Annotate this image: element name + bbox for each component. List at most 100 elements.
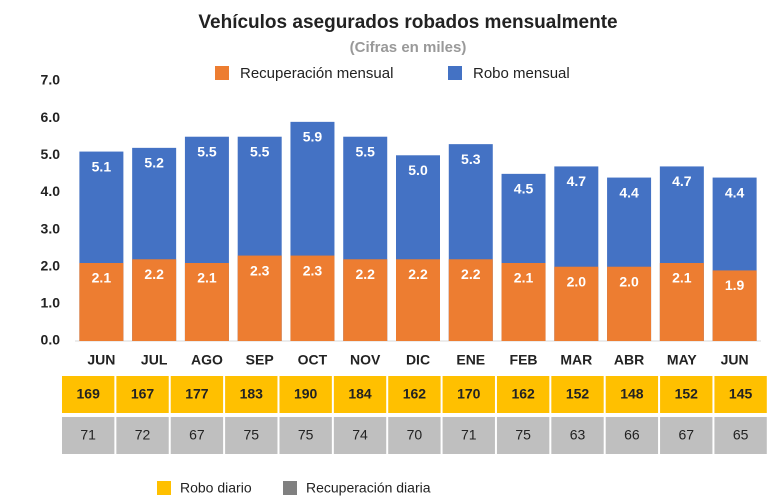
legend-swatch <box>283 481 297 495</box>
bar <box>237 255 282 341</box>
value-label: 4.7 <box>672 173 692 189</box>
table-cell <box>62 417 115 454</box>
table-cell <box>660 417 713 454</box>
table-cell <box>333 417 387 454</box>
value-label: 2.1 <box>197 270 217 286</box>
table-cell <box>279 376 332 413</box>
table-cell <box>605 417 659 454</box>
bar <box>132 259 177 341</box>
value-label: 5.5 <box>197 143 217 159</box>
x-tick-label: FEB <box>510 352 538 368</box>
y-tick-label: 5.0 <box>41 146 61 162</box>
x-tick-label: OCT <box>298 352 328 368</box>
x-tick-label: AGO <box>191 352 223 368</box>
value-label: 2.1 <box>514 270 534 286</box>
value-label: 2.0 <box>619 273 639 289</box>
table-value: 190 <box>294 386 318 402</box>
table-cell <box>660 376 713 413</box>
y-tick-label: 0.0 <box>41 332 61 348</box>
table-cell <box>388 417 441 454</box>
value-label: 4.5 <box>514 181 534 197</box>
table-value: 67 <box>678 427 694 443</box>
y-tick-label: 7.0 <box>41 72 61 88</box>
y-tick-label: 4.0 <box>41 183 61 199</box>
table-value: 63 <box>570 427 586 443</box>
legend-label: Robo diario <box>180 480 252 496</box>
table-value: 70 <box>407 427 423 443</box>
y-tick-label: 3.0 <box>41 220 61 236</box>
table-cell <box>333 376 387 413</box>
legend-swatch <box>448 66 462 80</box>
table-value: 167 <box>131 386 155 402</box>
value-label: 1.9 <box>725 277 745 293</box>
bar <box>290 255 335 341</box>
table-value: 75 <box>298 427 314 443</box>
table-cell <box>225 417 278 454</box>
value-label: 5.5 <box>250 143 270 159</box>
x-tick-label: ENE <box>456 352 485 368</box>
table-value: 74 <box>352 427 368 443</box>
chart-title: Vehículos asegurados robados mensualment… <box>198 12 617 33</box>
bar <box>343 259 388 341</box>
bar <box>554 266 599 341</box>
table-value: 184 <box>348 386 372 402</box>
value-label: 4.7 <box>567 173 587 189</box>
table-value: 152 <box>675 386 699 402</box>
table-cell <box>279 417 332 454</box>
table-value: 65 <box>733 427 749 443</box>
value-label: 5.3 <box>461 151 481 167</box>
value-label: 5.5 <box>355 143 375 159</box>
value-label: 5.9 <box>303 129 323 145</box>
table-value: 169 <box>77 386 101 402</box>
value-label: 2.0 <box>567 273 587 289</box>
legend-swatch <box>157 481 171 495</box>
table-value: 72 <box>135 427 151 443</box>
legend-label: Robo mensual <box>473 65 570 82</box>
bar <box>607 266 652 341</box>
table-cell <box>442 417 495 454</box>
table-cell <box>388 376 441 413</box>
chart-subtitle: (Cifras en miles) <box>350 39 467 56</box>
value-label: 2.2 <box>355 266 375 282</box>
value-label: 2.3 <box>303 262 323 278</box>
table-value: 177 <box>185 386 209 402</box>
x-tick-label: MAR <box>560 352 592 368</box>
table-value: 170 <box>457 386 481 402</box>
table-cell <box>62 376 115 413</box>
x-tick-label: JUN <box>87 352 115 368</box>
table-value: 75 <box>515 427 531 443</box>
value-label: 5.2 <box>144 155 164 171</box>
bar <box>79 263 124 341</box>
table-cell <box>551 376 604 413</box>
table-cell <box>551 417 604 454</box>
x-tick-label: ABR <box>614 352 644 368</box>
table-value: 71 <box>461 427 477 443</box>
value-label: 5.0 <box>408 162 428 178</box>
value-label: 2.1 <box>672 270 692 286</box>
x-tick-label: NOV <box>350 352 381 368</box>
table-cell <box>714 417 767 454</box>
value-label: 2.2 <box>408 266 428 282</box>
y-tick-label: 6.0 <box>41 109 61 125</box>
bar <box>712 270 757 341</box>
value-label: 5.1 <box>92 158 112 174</box>
bar <box>501 263 546 341</box>
y-tick-label: 2.0 <box>41 257 61 273</box>
x-tick-label: JUL <box>141 352 168 368</box>
table-value: 152 <box>566 386 590 402</box>
table-cell <box>496 376 550 413</box>
value-label: 4.4 <box>725 184 745 200</box>
table-cell <box>116 417 169 454</box>
table-cell <box>605 376 659 413</box>
x-tick-label: SEP <box>246 352 274 368</box>
table-cell <box>170 417 224 454</box>
table-value: 183 <box>240 386 264 402</box>
table-cell <box>116 376 169 413</box>
legend-swatch <box>215 66 229 80</box>
x-tick-label: DIC <box>406 352 430 368</box>
bar <box>184 263 229 341</box>
table-value: 67 <box>189 427 205 443</box>
value-label: 2.2 <box>144 266 164 282</box>
bar <box>659 263 704 341</box>
